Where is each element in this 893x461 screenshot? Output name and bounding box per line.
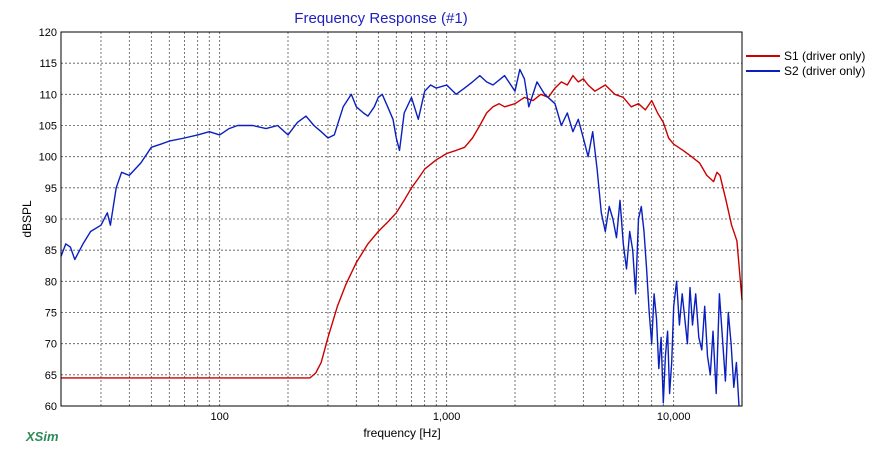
y-tick-label: 70 [45,339,57,351]
axis-ticks: 60 65 70 75 80 85 90 95 100 105 110 115 120 100 1,000 1… [39,27,691,423]
chart-title: Frequency Response (#1) [294,10,467,27]
y-tick-label: 90 [45,214,57,226]
y-tick-label: 60 [45,401,57,413]
plot-frame [60,31,743,407]
series-line-1 [61,74,743,379]
legend: S1 (driver only)S2 (driver only) [746,49,865,78]
y-tick-label: 80 [45,276,57,288]
y-tick-label: 120 [39,27,57,39]
series-line-2 [60,68,740,407]
x-tick-label: 1,000 [433,411,461,423]
xsim-brand: XSim [25,429,59,444]
y-axis-label: dBSPL [20,200,34,238]
x-tick-label: 10,000 [657,411,691,423]
legend-label: S1 (driver only) [784,49,865,63]
series-lines [60,68,743,407]
y-tick-label: 115 [39,58,57,70]
y-tick-label: 75 [45,308,57,320]
y-tick-label: 110 [39,89,57,101]
y-tick-label: 105 [39,121,57,133]
y-tick-label: 95 [45,183,57,195]
legend-label: S2 (driver only) [784,64,865,78]
y-tick-label: 85 [45,245,57,257]
x-tick-label: 100 [210,411,228,423]
y-tick-label: 100 [39,152,57,164]
y-tick-label: 65 [45,370,57,382]
grid-lines [61,32,742,406]
x-axis-label: frequency [Hz] [363,426,440,440]
